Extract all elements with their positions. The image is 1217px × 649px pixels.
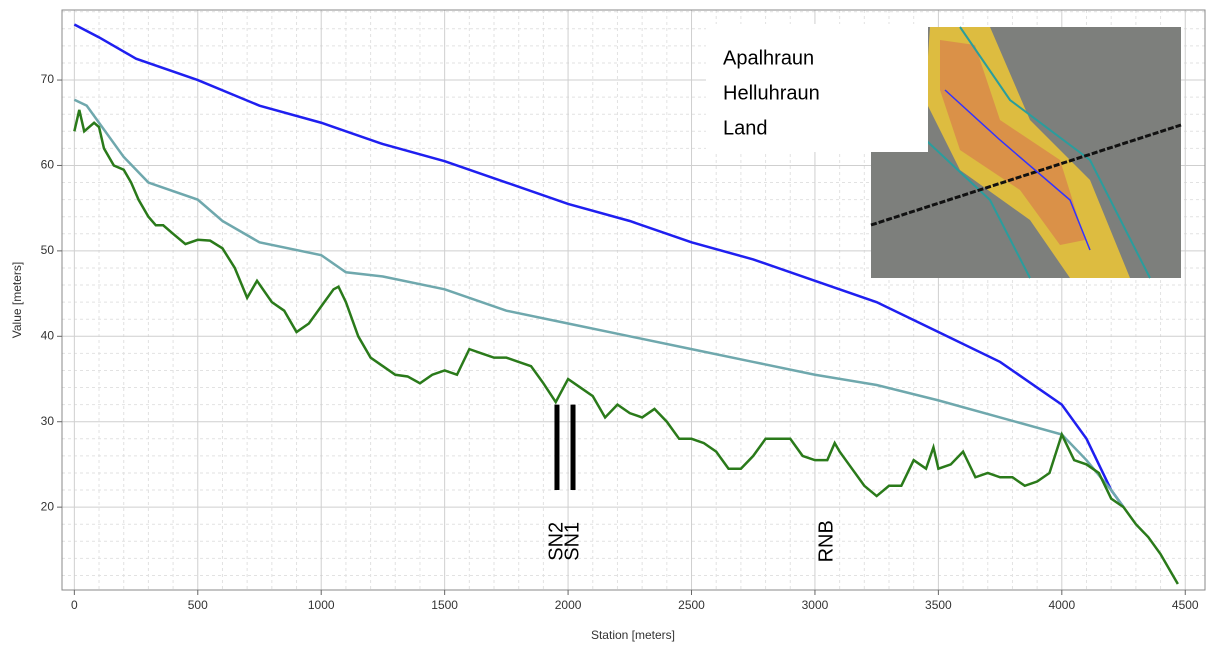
x-tick-label: 500 <box>188 598 208 612</box>
y-tick-label: 70 <box>41 72 55 86</box>
y-axis-label: Value [meters] <box>10 262 24 338</box>
x-tick-label: 2000 <box>555 598 582 612</box>
annotation-label: SN1 <box>561 522 583 561</box>
x-tick-label: 3500 <box>925 598 952 612</box>
y-tick-label: 20 <box>41 499 55 513</box>
x-tick-label: 3000 <box>802 598 829 612</box>
x-tick-label: 0 <box>71 598 78 612</box>
legend-label: Helluhraun <box>723 82 820 104</box>
y-tick-label: 60 <box>41 158 55 172</box>
x-tick-label: 1000 <box>308 598 335 612</box>
y-tick-label: 30 <box>41 414 55 428</box>
chart: Apalhraun Helluhraun Land Station [meters]… <box>0 0 1217 649</box>
x-tick-label: 2500 <box>678 598 705 612</box>
annotation-label: RNB <box>816 520 838 562</box>
legend-label: Apalhraun <box>723 47 814 69</box>
y-tick-label: 40 <box>41 328 55 342</box>
y-tick-label: 50 <box>41 243 55 257</box>
legend-label: Land <box>723 117 768 139</box>
x-tick-label: 4000 <box>1048 598 1075 612</box>
x-tick-label: 4500 <box>1172 598 1199 612</box>
x-tick-label: 1500 <box>431 598 458 612</box>
x-axis-label: Station [meters] <box>591 628 675 642</box>
